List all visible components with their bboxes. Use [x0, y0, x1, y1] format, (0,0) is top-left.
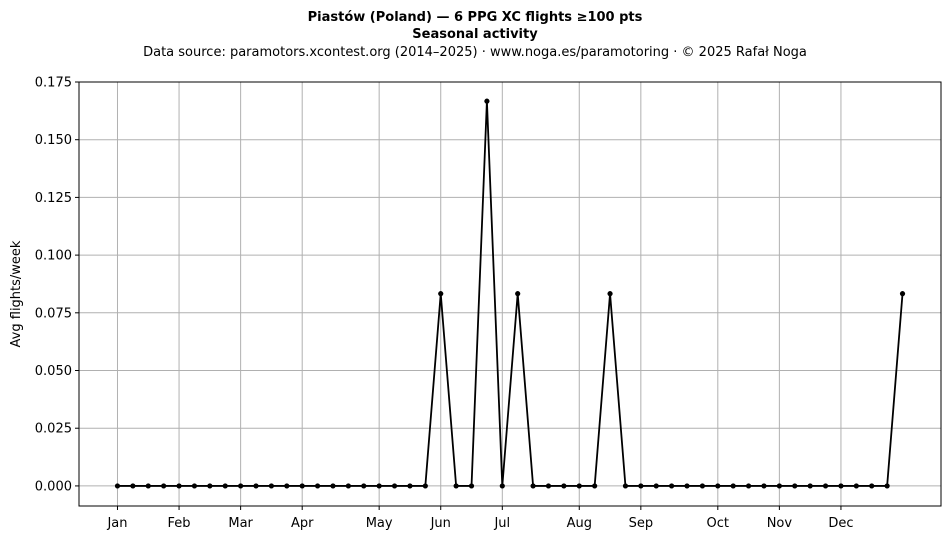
- data-point: [669, 483, 675, 489]
- x-tick-label: Nov: [767, 516, 793, 531]
- x-tick-label: Jan: [106, 516, 127, 531]
- data-point: [391, 483, 398, 489]
- data-point: [838, 483, 844, 489]
- x-tick-label: Aug: [567, 516, 592, 531]
- data-point: [638, 483, 644, 489]
- x-tick-label: Apr: [291, 516, 314, 531]
- data-point: [345, 483, 351, 489]
- data-point: [376, 483, 382, 489]
- data-point: [853, 483, 859, 489]
- axis-ticks: Jan Feb Mar Apr May Jun Jul Aug Sep Oct Nov Dec 0.00…: [35, 76, 854, 532]
- data-point: [822, 483, 829, 489]
- x-tick-label: Dec: [828, 516, 853, 531]
- data-point: [792, 483, 798, 489]
- x-tick-label: Feb: [168, 516, 191, 531]
- data-point: [699, 483, 706, 489]
- data-point: [884, 483, 890, 489]
- data-point: [484, 98, 490, 104]
- data-point: [222, 483, 228, 489]
- data-point: [684, 483, 690, 489]
- series-layer: [114, 98, 906, 489]
- data-point: [576, 483, 582, 489]
- data-point: [499, 483, 505, 489]
- chart-source-note: Data source: paramotors.xcontest.org (20…: [143, 45, 807, 60]
- data-point: [807, 483, 813, 489]
- y-tick-label: 0.150: [35, 133, 72, 148]
- data-point: [191, 483, 198, 489]
- data-point: [761, 483, 767, 489]
- data-point: [238, 483, 244, 489]
- y-tick-label: 0.175: [35, 76, 72, 91]
- data-point: [899, 291, 906, 297]
- data-point: [776, 483, 782, 489]
- y-tick-label: 0.075: [35, 306, 72, 321]
- y-axis-label: Avg flights/week: [9, 240, 24, 347]
- data-point: [207, 483, 213, 489]
- data-point: [869, 483, 875, 489]
- y-tick-label: 0.025: [35, 422, 72, 437]
- series-line: [117, 100, 904, 487]
- data-point: [299, 483, 305, 489]
- data-point: [361, 483, 367, 489]
- data-point: [453, 483, 459, 489]
- data-point: [715, 483, 721, 489]
- data-point: [438, 291, 444, 297]
- x-tick-label: Jun: [430, 516, 451, 531]
- x-tick-label: Mar: [228, 516, 253, 531]
- data-point: [176, 483, 182, 489]
- data-point: [515, 291, 521, 297]
- chart-subtitle: Seasonal activity: [412, 27, 538, 42]
- data-point: [330, 483, 336, 489]
- data-point: [253, 483, 259, 489]
- x-tick-label: Sep: [629, 516, 654, 531]
- data-point: [468, 483, 475, 489]
- data-point: [730, 483, 736, 489]
- x-tick-label: Oct: [707, 516, 729, 531]
- data-point: [145, 483, 151, 489]
- plot-frame: [78, 81, 942, 507]
- data-point: [545, 483, 552, 489]
- data-point: [314, 483, 321, 489]
- y-tick-label: 0.000: [35, 479, 72, 494]
- data-point: [561, 483, 567, 489]
- x-tick-label: Jul: [493, 516, 510, 531]
- y-tick-label: 0.050: [35, 364, 72, 379]
- data-point: [161, 483, 167, 489]
- data-point: [607, 291, 613, 297]
- data-point: [622, 483, 629, 489]
- data-point: [653, 483, 659, 489]
- data-point: [407, 483, 413, 489]
- y-tick-label: 0.125: [35, 191, 72, 206]
- data-point: [592, 483, 598, 489]
- chart-title: Piastów (Poland) — 6 PPG XC flights ≥100…: [308, 10, 643, 25]
- data-point: [130, 483, 136, 489]
- data-point: [114, 483, 121, 489]
- data-point: [268, 483, 275, 489]
- y-tick-label: 0.100: [35, 249, 72, 264]
- data-point: [284, 483, 290, 489]
- data-point: [530, 483, 536, 489]
- x-tick-label: May: [366, 516, 393, 531]
- grid-lines: [79, 81, 941, 506]
- data-point: [745, 483, 752, 489]
- data-point: [422, 483, 428, 489]
